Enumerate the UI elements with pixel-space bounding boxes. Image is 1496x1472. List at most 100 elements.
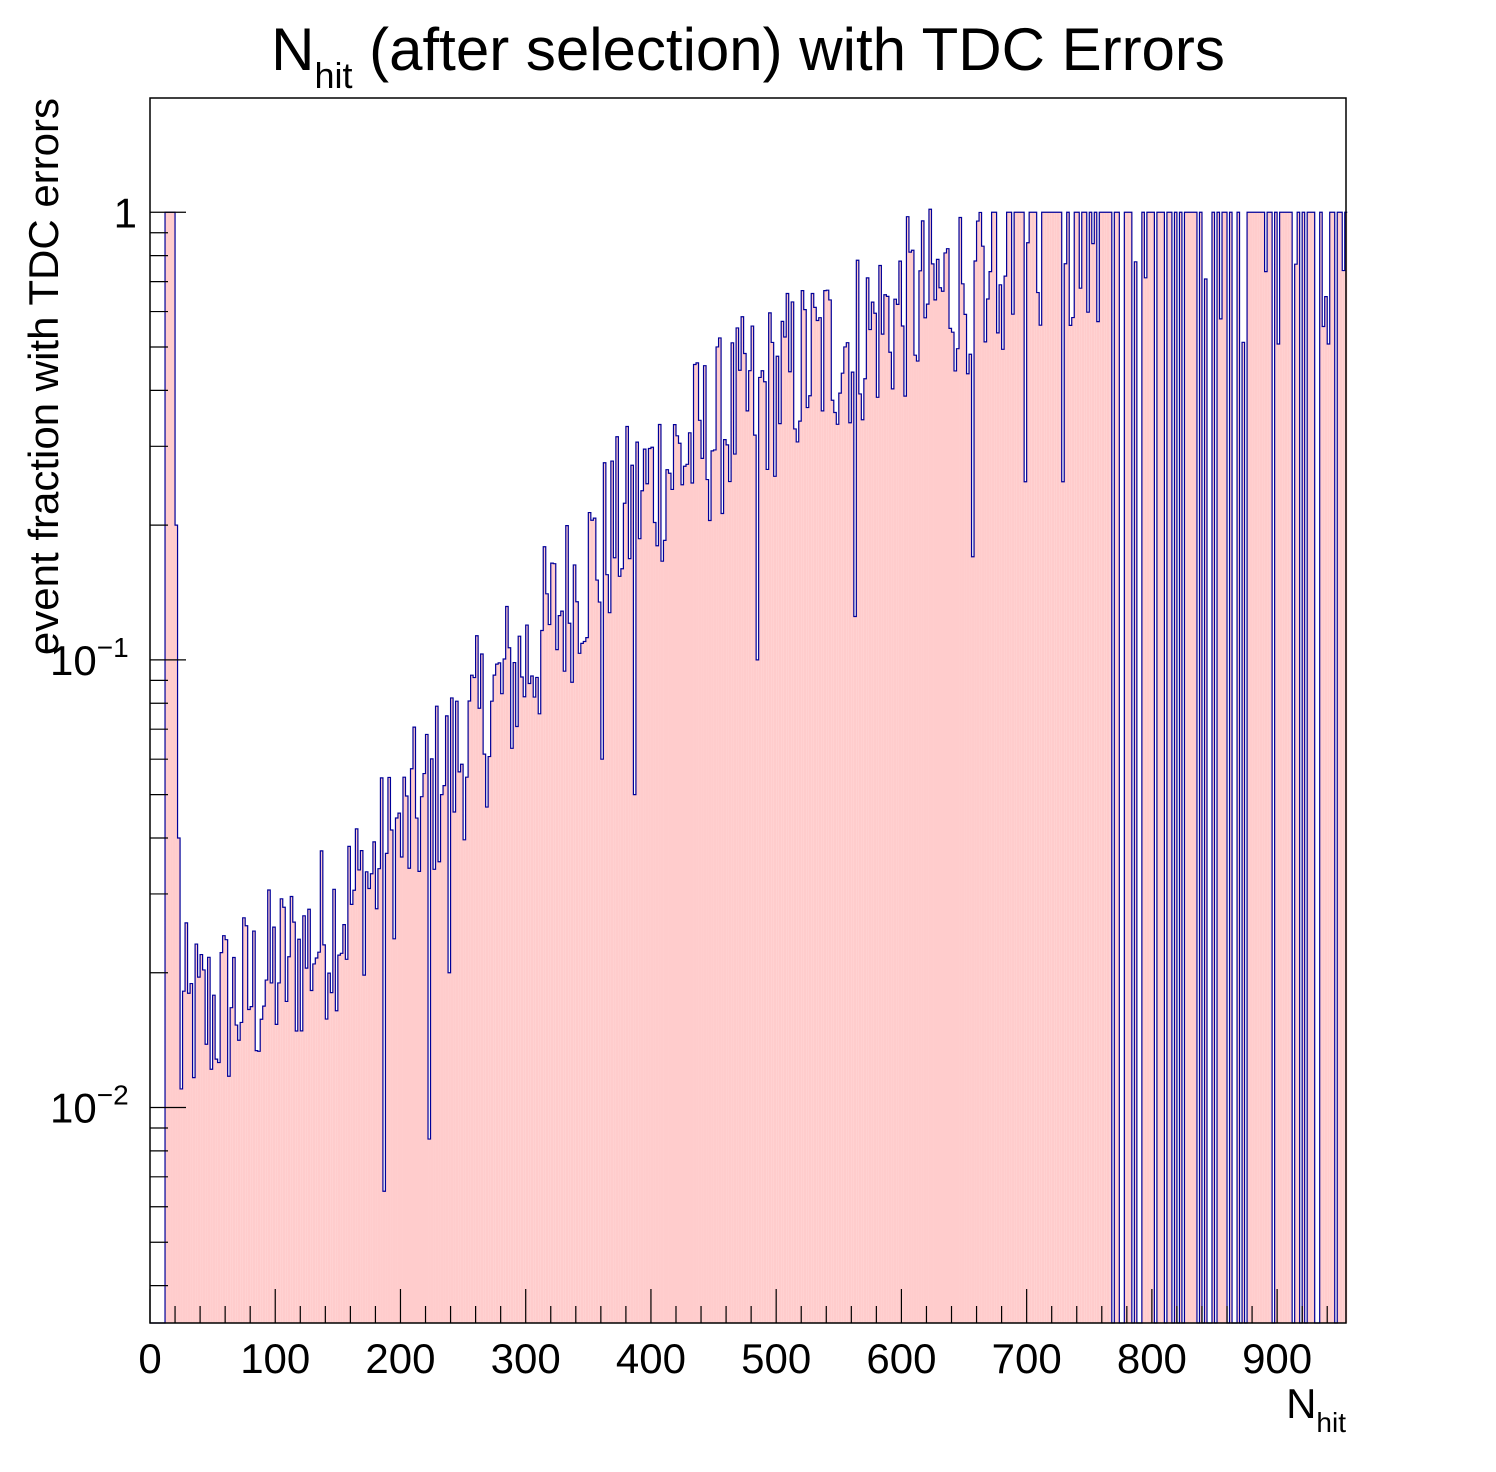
histogram-bin-147 xyxy=(518,636,521,1323)
histogram-bin-47 xyxy=(267,889,271,1323)
histogram-bin-359 xyxy=(1049,212,1052,1324)
histogram-bin-312 xyxy=(931,263,934,1323)
histogram-bin-202 xyxy=(655,545,659,1323)
histogram-bin-169 xyxy=(573,564,576,1323)
histogram-bin-133 xyxy=(483,754,486,1323)
x-axis-label: Nhit xyxy=(1286,1380,1346,1438)
histogram-bin-376 xyxy=(1091,243,1095,1324)
histogram-bin-379 xyxy=(1099,212,1102,1324)
histogram-bin-208 xyxy=(670,489,674,1323)
histogram-bin-311 xyxy=(928,209,932,1323)
histogram-bin-34 xyxy=(235,1025,238,1323)
histogram-bin-185 xyxy=(613,557,616,1323)
histogram-bin-411 xyxy=(1179,212,1182,1324)
histogram-bin-348 xyxy=(1021,212,1025,1324)
y-axis-ticks: 1 10−1 10−2 xyxy=(50,189,186,1287)
histogram-bin-234 xyxy=(736,327,739,1323)
histogram-bin-43 xyxy=(257,1051,261,1323)
histogram-bin-472 xyxy=(1332,212,1335,1324)
histogram-bin-273 xyxy=(833,412,837,1324)
histogram-bin-344 xyxy=(1011,314,1015,1323)
histogram-bin-249 xyxy=(773,476,777,1323)
y-axis-label: event fraction with TDC errors xyxy=(20,98,67,655)
histogram-bin-267 xyxy=(818,317,822,1323)
histogram-bin-135 xyxy=(488,756,491,1323)
histogram-bin-440 xyxy=(1252,212,1255,1324)
histogram-bin-277 xyxy=(843,346,847,1323)
histogram-bin-254 xyxy=(786,293,789,1323)
histogram-bin-13 xyxy=(182,991,186,1323)
histogram-bin-22 xyxy=(205,1044,208,1323)
histogram-bin-239 xyxy=(748,370,752,1323)
histogram-bin-44 xyxy=(260,1019,263,1323)
histogram-bin-176 xyxy=(590,520,594,1323)
histogram-bin-54 xyxy=(285,1001,288,1323)
histogram-bin-227 xyxy=(718,337,722,1323)
histogram-bin-146 xyxy=(515,726,519,1323)
histogram-bin-229 xyxy=(723,439,727,1323)
histogram-bin-138 xyxy=(495,664,499,1323)
histogram-bin-92 xyxy=(380,777,383,1323)
histogram-bin-295 xyxy=(888,352,892,1324)
histogram-bin-441 xyxy=(1254,212,1258,1324)
histogram-bin-247 xyxy=(768,312,772,1323)
histogram-bin-427 xyxy=(1219,318,1223,1323)
histogram-bin-327 xyxy=(969,354,972,1323)
histogram-bin-166 xyxy=(565,525,569,1323)
histogram-bin-339 xyxy=(999,284,1002,1323)
histogram-bin-190 xyxy=(625,426,629,1323)
histogram-bin-373 xyxy=(1084,212,1087,1324)
histogram-bin-270 xyxy=(826,290,829,1324)
histogram-bin-281 xyxy=(853,616,857,1323)
histogram-bin-335 xyxy=(989,271,992,1323)
histogram-bin-122 xyxy=(455,701,459,1323)
histogram-bin-450 xyxy=(1277,344,1280,1324)
histogram-bin-93 xyxy=(382,1191,386,1323)
histogram-bin-117 xyxy=(443,785,446,1323)
histogram-bin-372 xyxy=(1081,212,1085,1324)
histogram-bin-217 xyxy=(693,364,697,1323)
histogram-bin-167 xyxy=(568,623,571,1323)
histogram-bin-38 xyxy=(245,925,248,1323)
x-tick-label: 300 xyxy=(491,1335,561,1382)
histogram-bin-398 xyxy=(1146,212,1150,1324)
histogram-bin-37 xyxy=(242,917,246,1323)
histogram-bin-109 xyxy=(423,773,426,1323)
x-tick-label: 400 xyxy=(616,1335,686,1382)
histogram-bin-337 xyxy=(994,212,997,1324)
histogram-bin-386 xyxy=(1116,212,1120,1324)
histogram-bin-221 xyxy=(703,365,707,1324)
histogram-bin-343 xyxy=(1009,212,1012,1324)
histogram-bin-198 xyxy=(645,483,649,1323)
histogram-bin-168 xyxy=(570,682,574,1323)
histogram-bin-474 xyxy=(1337,212,1340,1324)
histogram-bin-213 xyxy=(683,466,687,1323)
histogram-bin-307 xyxy=(918,270,922,1323)
histogram-bin-90 xyxy=(375,908,378,1323)
y-tick-label: 1 xyxy=(114,189,137,236)
histogram-bin-191 xyxy=(628,558,631,1323)
histogram-bin-371 xyxy=(1079,288,1082,1324)
histogram-bin-183 xyxy=(608,612,611,1323)
histogram-bin-116 xyxy=(440,794,444,1323)
histogram-bin-82 xyxy=(355,828,358,1323)
histogram-bin-304 xyxy=(911,250,914,1324)
histogram-bin-99 xyxy=(397,813,401,1323)
histogram-bin-367 xyxy=(1069,325,1072,1324)
histogram-bin-460 xyxy=(1302,212,1305,1324)
histogram-bin-205 xyxy=(663,540,666,1323)
histogram-bin-276 xyxy=(841,373,844,1323)
histogram-bin-290 xyxy=(876,397,879,1323)
histogram-bin-370 xyxy=(1076,212,1080,1324)
histogram-bin-397 xyxy=(1144,277,1147,1323)
histogram-bin-136 xyxy=(490,701,494,1323)
histogram-bin-297 xyxy=(893,299,897,1323)
histogram-bin-318 xyxy=(946,248,950,1323)
histogram-bin-421 xyxy=(1204,278,1207,1324)
histogram-bin-98 xyxy=(395,818,398,1323)
histogram-bin-85 xyxy=(362,975,366,1323)
histogram-bin-25 xyxy=(212,995,216,1323)
histogram-bin-299 xyxy=(898,261,902,1324)
histogram-bin-114 xyxy=(435,706,439,1323)
histogram-bin-455 xyxy=(1289,212,1293,1324)
